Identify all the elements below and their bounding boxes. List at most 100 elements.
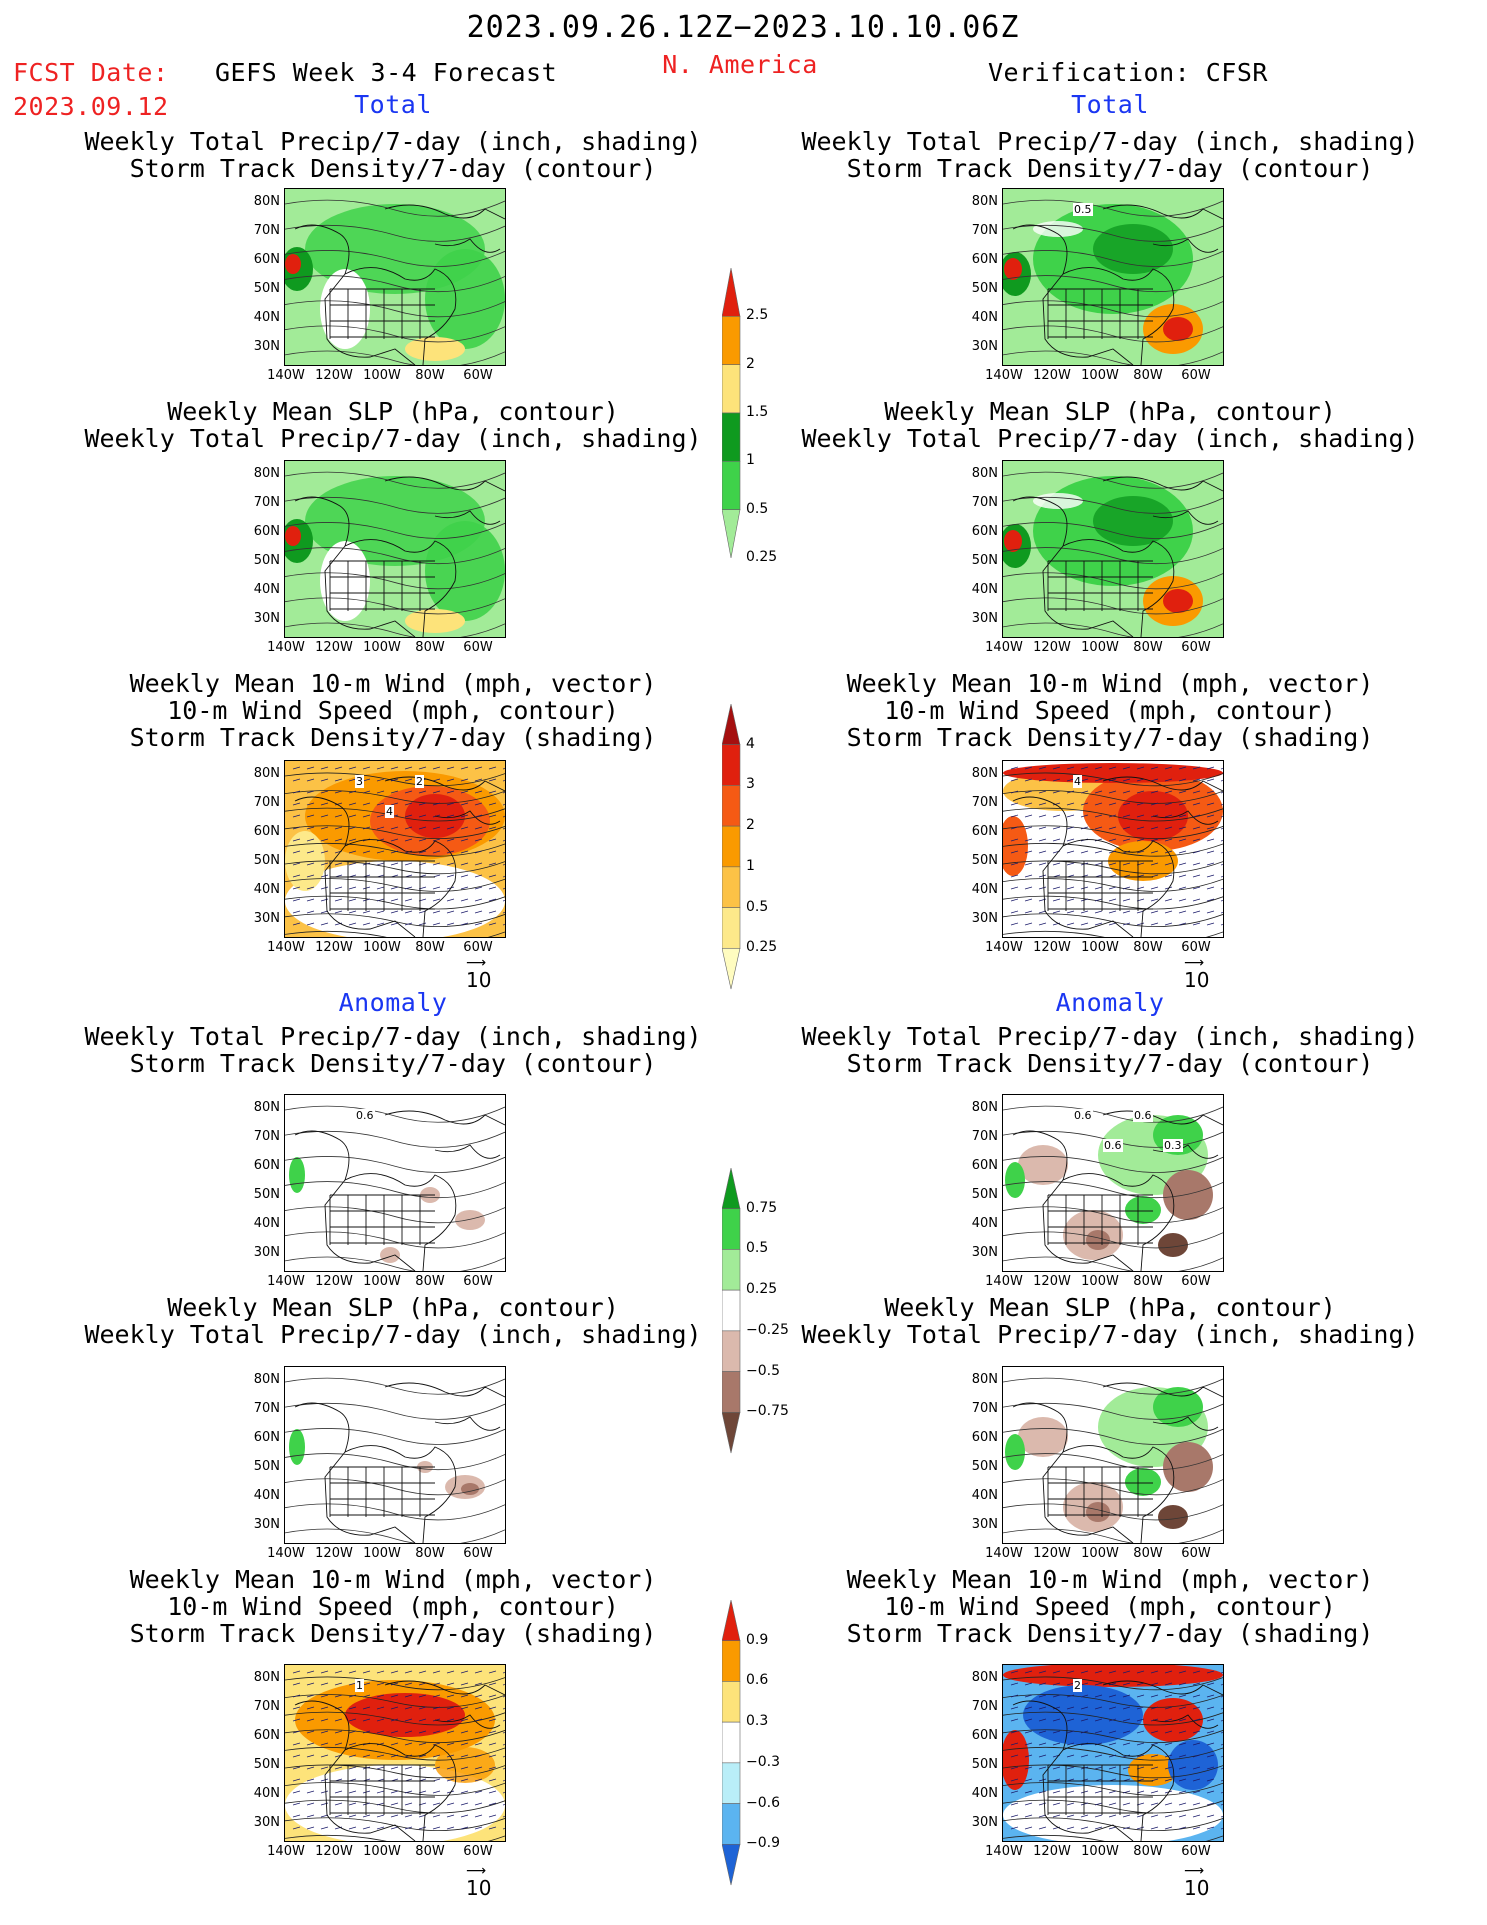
contour-label: 1	[355, 1679, 364, 1692]
lat-tick-label: 30N	[253, 1815, 280, 1830]
lon-tick-label: 80W	[415, 640, 445, 655]
lat-tick-label: 30N	[253, 911, 280, 926]
colorbar-label: −0.3	[746, 1753, 780, 1770]
lon-tick-label: 140W	[267, 640, 305, 655]
lon-tick-label: 120W	[1033, 1844, 1071, 1859]
lat-tick-label: 40N	[971, 1216, 998, 1231]
contour-label: 3	[355, 775, 364, 788]
lat-tick-label: 40N	[253, 1488, 280, 1503]
colorbar-swatch	[721, 1843, 741, 1886]
lat-tick-label: 60N	[971, 252, 998, 267]
lon-tick-label: 140W	[985, 640, 1023, 655]
lon-tick-label: 100W	[363, 940, 401, 955]
lat-tick-label: 70N	[253, 795, 280, 810]
lon-tick-label: 60W	[1181, 1274, 1211, 1289]
colorbar-anom-precip	[721, 1167, 742, 1459]
title-fcst-wind-storm-anom: Weekly Mean 10-m Wind (mph, vector) 10-m…	[129, 1565, 657, 1648]
lat-tick-label: 60N	[253, 1158, 280, 1173]
lat-tick-label: 70N	[971, 1699, 998, 1714]
section-total-right: Total	[1071, 90, 1149, 119]
lat-tick-label: 30N	[253, 339, 280, 354]
contour-label: 0.6	[1073, 1109, 1093, 1122]
lat-tick-label: 80N	[971, 1372, 998, 1387]
title-fcst-slp-precip-anom: Weekly Mean SLP (hPa, contour) Weekly To…	[84, 1293, 702, 1349]
lat-tick-label: 50N	[971, 1459, 998, 1474]
lat-tick-label: 40N	[971, 882, 998, 897]
lat-tick-label: 50N	[253, 553, 280, 568]
colorbar-label: 0.9	[746, 1631, 769, 1648]
lon-tick-label: 60W	[463, 1274, 493, 1289]
colorbar-swatch	[721, 1167, 741, 1210]
contour-label: 0.6	[355, 1109, 375, 1122]
title-fcst-slp-precip-total: Weekly Mean SLP (hPa, contour) Weekly To…	[84, 397, 702, 453]
verification-title: Verification: CFSR	[988, 58, 1268, 87]
region-title: N. America	[662, 50, 818, 79]
lon-tick-label: 100W	[363, 1844, 401, 1859]
lat-tick-label: 40N	[253, 1216, 280, 1231]
colorbar-total-storm	[721, 703, 742, 995]
lat-tick-label: 80N	[253, 766, 280, 781]
fcst-date-label: FCST Date:	[13, 58, 169, 87]
colorbar-swatch	[721, 1640, 741, 1682]
colorbar-label: −0.5	[746, 1362, 780, 1379]
lon-tick-label: 80W	[1133, 640, 1163, 655]
colorbar-label: 0.25	[746, 1281, 778, 1298]
lat-tick-label: 40N	[253, 1786, 280, 1801]
lon-tick-label: 100W	[1081, 940, 1119, 955]
lat-tick-label: 40N	[971, 582, 998, 597]
contour-label: 0.3	[1163, 1139, 1183, 1152]
lat-tick-label: 30N	[971, 911, 998, 926]
lon-tick-label: 100W	[363, 1274, 401, 1289]
lat-tick-label: 80N	[971, 466, 998, 481]
lon-tick-label: 80W	[1133, 368, 1163, 383]
lon-tick-label: 100W	[1081, 1274, 1119, 1289]
colorbar-label: 0.3	[746, 1713, 769, 1730]
lon-tick-label: 60W	[463, 940, 493, 955]
map-ver-wind-storm-total: 4	[1002, 760, 1224, 938]
colorbar-swatch	[721, 1330, 741, 1372]
lon-tick-label: 60W	[1181, 640, 1211, 655]
colorbar-swatch	[721, 1681, 741, 1723]
lon-tick-label: 100W	[1081, 1844, 1119, 1859]
lat-tick-label: 40N	[971, 1488, 998, 1503]
lon-tick-label: 80W	[415, 940, 445, 955]
colorbar-swatch	[721, 744, 741, 786]
colorbar-swatch	[721, 866, 741, 908]
lon-tick-label: 140W	[985, 1844, 1023, 1859]
title-ver-wind-storm-total: Weekly Mean 10-m Wind (mph, vector) 10-m…	[846, 669, 1374, 752]
map-ver-precip-storm-total: 0.5	[1002, 188, 1224, 366]
colorbar-swatch	[721, 1803, 741, 1845]
lon-tick-label: 140W	[267, 1546, 305, 1561]
colorbar-swatch	[721, 703, 741, 746]
colorbar-swatch	[721, 1249, 741, 1291]
title-fcst-precip-storm-total: Weekly Total Precip/7-day (inch, shading…	[84, 127, 702, 183]
lon-tick-label: 80W	[1133, 940, 1163, 955]
lat-tick-label: 70N	[971, 795, 998, 810]
colorbar-swatch	[721, 1411, 741, 1454]
lon-tick-label: 120W	[1033, 640, 1071, 655]
lon-tick-label: 100W	[363, 1546, 401, 1561]
colorbar-swatch	[721, 1371, 741, 1413]
period-title: 2023.09.26.12Z−2023.10.10.06Z	[466, 10, 1020, 45]
lon-tick-label: 120W	[315, 1546, 353, 1561]
lat-tick-label: 80N	[971, 1670, 998, 1685]
colorbar-anom-storm	[721, 1599, 742, 1891]
lon-tick-label: 120W	[315, 640, 353, 655]
lat-tick-label: 30N	[253, 1245, 280, 1260]
lat-tick-label: 60N	[971, 824, 998, 839]
lat-tick-label: 60N	[253, 252, 280, 267]
lat-tick-label: 70N	[253, 495, 280, 510]
lon-tick-label: 100W	[1081, 640, 1119, 655]
colorbar-swatch	[721, 1721, 741, 1764]
map-ver-slp-precip-anom	[1002, 1366, 1224, 1544]
lat-tick-label: 30N	[253, 1517, 280, 1532]
reference-vector-ver-anom: ⟶ 10	[1184, 1863, 1210, 1900]
colorbar-label: 2.5	[746, 307, 769, 324]
title-ver-precip-storm-anom: Weekly Total Precip/7-day (inch, shading…	[801, 1022, 1419, 1078]
lon-tick-label: 80W	[415, 1274, 445, 1289]
lon-tick-label: 140W	[267, 1274, 305, 1289]
lon-tick-label: 120W	[315, 940, 353, 955]
colorbar-label: 1	[746, 857, 755, 874]
colorbar-label: −0.25	[746, 1321, 789, 1338]
lon-tick-label: 120W	[1033, 1546, 1071, 1561]
